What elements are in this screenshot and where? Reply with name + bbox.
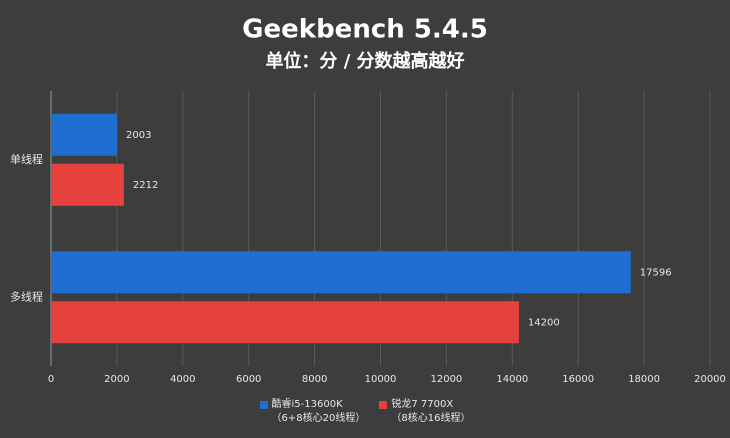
x-tick-label: 8000: [302, 374, 327, 385]
x-tick-label: 4000: [170, 374, 195, 385]
legend-label: 酷睿i5-13600K （6+8核心20线程）: [271, 399, 366, 424]
x-tick-label: 10000: [365, 374, 397, 385]
value-label: 2003: [126, 130, 151, 141]
y-tick-label: 多线程: [10, 289, 43, 303]
bar: [51, 301, 519, 344]
x-tick-label: 16000: [562, 374, 594, 385]
x-tick-label: 20000: [694, 374, 726, 385]
chart-title: Geekbench 5.4.5: [242, 15, 488, 45]
x-tick-label: 0: [48, 374, 54, 385]
x-tick-label: 14000: [496, 374, 528, 385]
legend-swatch: [259, 401, 268, 409]
bar: [51, 251, 631, 294]
x-tick-label: 18000: [628, 374, 660, 385]
value-label: 14200: [528, 317, 560, 328]
legend-swatch: [379, 401, 388, 409]
legend-item: 锐龙7 7700X （8核心16线程）: [379, 398, 470, 426]
x-tick-label: 2000: [104, 374, 129, 385]
value-label: 2212: [133, 180, 158, 191]
x-tick-label: 6000: [236, 374, 261, 385]
legend: 酷睿i5-13600K （6+8核心20线程） 锐龙7 7700X （8核心16线…: [0, 398, 730, 426]
y-tick-label: 单线程: [10, 152, 43, 166]
bar: [51, 113, 117, 156]
value-label: 17596: [640, 267, 672, 278]
legend-item: 酷睿i5-13600K （6+8核心20线程）: [259, 398, 366, 426]
chart-subtitle: 单位：分 / 分数越高越好: [265, 50, 464, 72]
legend-label: 锐龙7 7700X （8核心16线程）: [391, 399, 471, 424]
x-tick-label: 12000: [430, 374, 462, 385]
bar: [51, 163, 124, 206]
